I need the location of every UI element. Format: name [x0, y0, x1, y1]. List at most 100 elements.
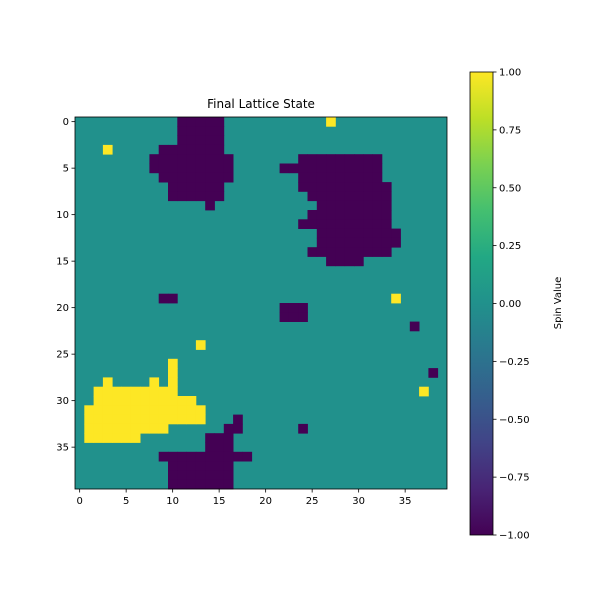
spin-down-cell	[316, 219, 327, 229]
spin-down-cell	[326, 247, 336, 257]
spin-up-cell	[102, 423, 113, 434]
colorbar-tick-label: −0.25	[499, 357, 530, 368]
spin-down-cell	[298, 303, 308, 313]
spin-down-cell	[307, 154, 318, 164]
spin-down-cell	[363, 163, 373, 174]
spin-down-cell	[363, 191, 373, 202]
spin-down-cell	[363, 210, 373, 220]
spin-down-cell	[316, 210, 327, 220]
spin-down-cell	[354, 228, 364, 239]
spin-down-cell	[381, 200, 392, 211]
spin-down-cell	[214, 144, 225, 155]
spin-up-cell	[93, 433, 104, 443]
spin-down-cell	[428, 368, 439, 378]
spin-down-cell	[298, 154, 308, 164]
heatmap-grid	[74, 116, 448, 490]
spin-down-cell	[195, 191, 206, 202]
spin-up-cell	[140, 414, 150, 425]
x-tick-label: 10	[166, 496, 179, 507]
spin-down-cell	[326, 219, 336, 229]
spin-up-cell	[149, 377, 160, 388]
x-tick-label: 30	[352, 496, 365, 507]
spin-down-cell	[307, 219, 318, 229]
spin-down-cell	[177, 144, 187, 155]
y-tick-label: 5	[63, 164, 69, 175]
spin-down-cell	[214, 117, 225, 127]
spin-up-cell	[130, 423, 141, 434]
spin-up-cell	[177, 414, 187, 425]
spin-down-cell	[223, 451, 234, 462]
colorbar-tick-label: 1.00	[499, 68, 521, 79]
spin-down-cell	[279, 163, 290, 174]
spin-down-cell	[316, 228, 327, 239]
spin-down-cell	[205, 135, 215, 146]
spin-down-cell	[381, 210, 392, 220]
x-tick-label: 20	[259, 496, 272, 507]
spin-up-cell	[177, 405, 187, 415]
colorbar-gradient	[469, 71, 494, 536]
spin-down-cell	[316, 172, 327, 183]
spin-down-cell	[372, 191, 383, 202]
spin-down-cell	[223, 479, 234, 490]
spin-down-cell	[195, 470, 206, 481]
spin-up-cell	[326, 117, 336, 127]
spin-down-cell	[195, 182, 206, 192]
y-tick-label: 35	[56, 443, 69, 454]
spin-down-cell	[214, 451, 225, 462]
spin-down-cell	[372, 163, 383, 174]
spin-down-cell	[344, 237, 355, 248]
spin-up-cell	[195, 405, 206, 415]
spin-up-cell	[102, 377, 113, 388]
spin-down-cell	[223, 470, 234, 481]
spin-down-cell	[195, 451, 206, 462]
spin-down-cell	[326, 163, 336, 174]
spin-up-cell	[158, 414, 169, 425]
spin-up-cell	[112, 386, 122, 397]
spin-down-cell	[168, 154, 178, 164]
spin-down-cell	[354, 219, 364, 229]
spin-down-cell	[158, 293, 169, 304]
spin-down-cell	[326, 237, 336, 248]
spin-down-cell	[195, 461, 206, 471]
spin-up-cell	[112, 405, 122, 415]
spin-down-cell	[335, 210, 346, 220]
spin-down-cell	[223, 433, 234, 443]
spin-down-cell	[354, 256, 364, 267]
spin-down-cell	[363, 219, 373, 229]
spin-down-cell	[326, 182, 336, 192]
spin-up-cell	[158, 386, 169, 397]
spin-down-cell	[279, 312, 290, 322]
spin-down-cell	[186, 163, 197, 174]
spin-up-cell	[130, 414, 141, 425]
spin-down-cell	[326, 210, 336, 220]
spin-up-cell	[168, 414, 178, 425]
spin-down-cell	[168, 182, 178, 192]
spin-down-cell	[354, 247, 364, 257]
spin-down-cell	[233, 451, 243, 462]
spin-down-cell	[372, 182, 383, 192]
spin-down-cell	[363, 237, 373, 248]
spin-down-cell	[363, 228, 373, 239]
spin-down-cell	[177, 451, 187, 462]
spin-up-cell	[102, 396, 113, 406]
spin-up-cell	[121, 396, 132, 406]
spin-up-cell	[121, 386, 132, 397]
spin-down-cell	[186, 172, 197, 183]
spin-down-cell	[335, 154, 346, 164]
spin-down-cell	[214, 470, 225, 481]
spin-down-cell	[177, 461, 187, 471]
spin-down-cell	[344, 247, 355, 257]
spin-down-cell	[307, 247, 318, 257]
spin-down-cell	[354, 210, 364, 220]
spin-down-cell	[298, 172, 308, 183]
colorbar-tick-label: 0.50	[499, 183, 521, 194]
spin-down-cell	[372, 172, 383, 183]
spin-up-cell	[168, 386, 178, 397]
y-axis: 0 5 10 15 20 25 30 35	[56, 117, 75, 454]
spin-down-cell	[344, 191, 355, 202]
spin-down-cell	[326, 200, 336, 211]
spin-down-cell	[223, 461, 234, 471]
spin-up-cell	[112, 433, 122, 443]
spin-down-cell	[186, 479, 197, 490]
spin-down-cell	[381, 247, 392, 257]
